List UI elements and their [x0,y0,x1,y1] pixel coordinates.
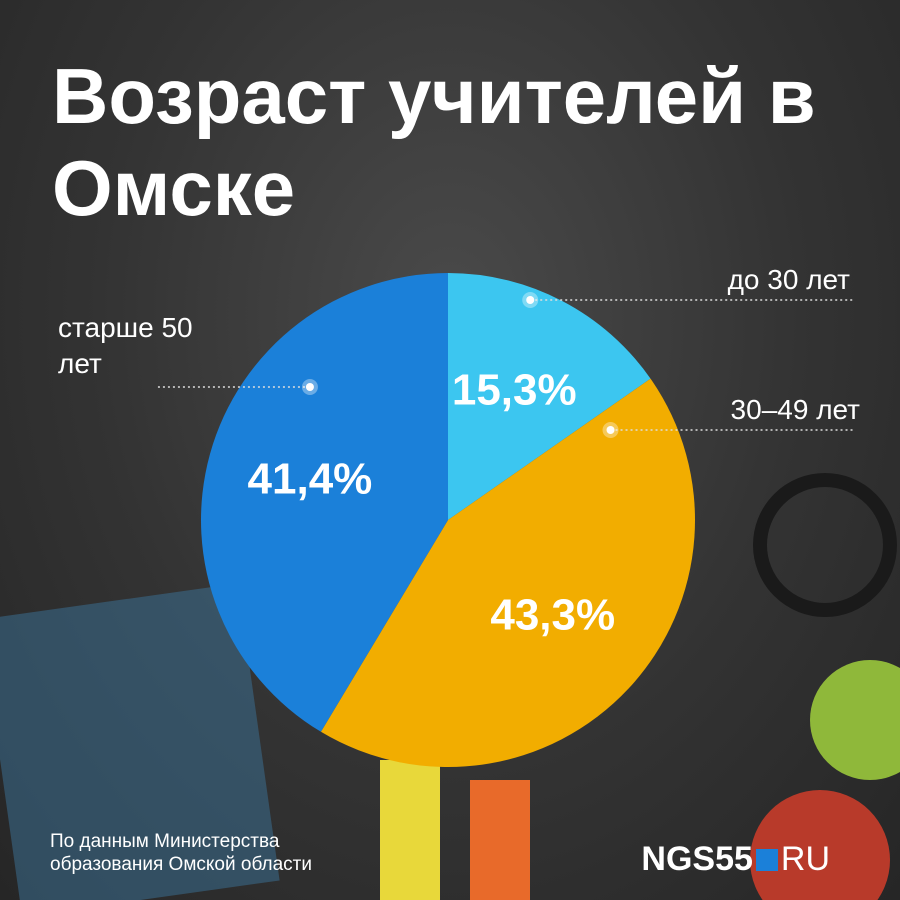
legend-label: 30–49 лет [730,394,860,425]
pie-slice [201,273,448,732]
logo-square [755,848,778,871]
logo-name: NGS55 [641,840,753,878]
chart-title: Возраст учителей в Омске [52,52,816,232]
source-note: По данным Министерства образования Омско… [50,831,312,875]
value-label: 15,3% [452,366,577,415]
logo: NGS55 RU [641,840,830,879]
value-label: 41,4% [248,454,373,503]
pie-slice [448,273,651,520]
logo-domain: RU [780,840,830,878]
value-label: 43,3% [490,590,615,639]
leader-dot [526,296,535,304]
leader-dot [305,383,314,391]
pie-slice [320,378,696,767]
legend-label: старше 50 лет [58,312,193,379]
leader-dot [606,426,615,434]
legend-label: до 30 лет [727,264,850,295]
